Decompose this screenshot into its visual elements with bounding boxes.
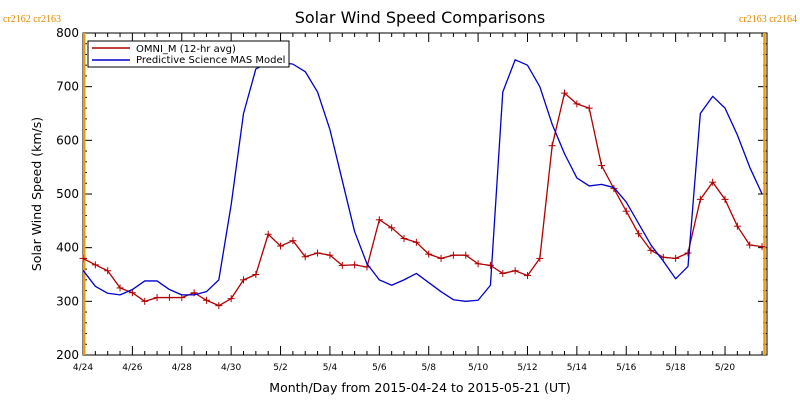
- data-point: [388, 224, 396, 232]
- data-point: [709, 178, 717, 186]
- carrington-left-label: cr2162 cr2163: [3, 14, 61, 25]
- x-tick-label: 5/16: [616, 363, 636, 373]
- data-point: [338, 261, 346, 269]
- data-point: [252, 271, 260, 278]
- data-point: [746, 241, 754, 249]
- x-tick-label: 5/8: [421, 363, 436, 373]
- x-tick-label: 5/10: [468, 363, 488, 373]
- x-axis-title: Month/Day from 2015-04-24 to 2015-05-21 …: [269, 380, 570, 395]
- carrington-lines: [82, 33, 766, 355]
- x-axis: 4/24 4/26 4/28 4/30 5/2 5/4 5/6 5/8 5/10 5/12 5/14…: [73, 33, 763, 373]
- data-point: [585, 104, 593, 112]
- chart-title: Solar Wind Speed Comparisons: [295, 8, 546, 27]
- data-point: [721, 195, 729, 203]
- legend-box: [87, 40, 290, 68]
- data-point: [684, 249, 692, 257]
- y-tick-label: 600: [56, 133, 79, 147]
- data-point: [425, 250, 433, 258]
- x-tick-label: 5/12: [517, 363, 537, 373]
- x-tick-label: 4/28: [172, 363, 192, 373]
- data-point: [647, 246, 655, 254]
- x-tick-label: 5/18: [666, 363, 686, 373]
- data-point: [635, 230, 643, 238]
- x-tick-label: 5/2: [273, 363, 287, 373]
- series-line-0: [82, 92, 763, 307]
- data-point: [561, 89, 569, 97]
- data-point: [351, 261, 359, 269]
- data-point: [240, 276, 248, 284]
- data-point: [462, 251, 470, 259]
- y-tick-label: 800: [56, 26, 79, 40]
- legend: OMNI_M (12-hr avg) Predictive Science MA…: [87, 40, 290, 68]
- data-point: [733, 222, 741, 230]
- data-point: [474, 260, 482, 268]
- data-point: [165, 294, 173, 302]
- data-point: [301, 253, 309, 261]
- data-point: [511, 267, 519, 275]
- data-point: [449, 251, 457, 259]
- y-tick-label: 300: [56, 294, 79, 308]
- x-tick-label: 4/24: [73, 363, 93, 373]
- series-layer: [79, 59, 766, 310]
- legend-label-omni: OMNI_M (12-hr avg): [136, 44, 236, 55]
- data-point: [696, 195, 704, 203]
- data-point: [672, 254, 680, 262]
- data-point: [153, 294, 161, 302]
- data-point: [116, 284, 124, 292]
- data-point: [215, 302, 223, 310]
- x-tick-label: 4/30: [221, 363, 241, 373]
- data-point: [289, 237, 297, 245]
- plot-frame: [82, 32, 768, 356]
- data-point: [141, 297, 149, 305]
- data-point: [79, 254, 87, 262]
- x-tick-label: 4/26: [122, 363, 142, 373]
- x-tick-label: 5/14: [567, 363, 587, 373]
- y-axis: 200 300 400 500 600 700 800: [56, 26, 767, 362]
- data-point: [598, 162, 606, 170]
- x-tick-label: 5/4: [323, 363, 338, 373]
- y-axis-title: Solar Wind Speed (km/s): [29, 117, 44, 271]
- data-point: [314, 249, 322, 257]
- data-point: [277, 242, 285, 250]
- data-point: [536, 254, 544, 262]
- data-point: [128, 289, 136, 297]
- data-point: [437, 254, 445, 262]
- data-point: [326, 251, 334, 259]
- x-tick-label: 5/6: [372, 363, 387, 373]
- data-point: [412, 238, 420, 246]
- data-point: [486, 261, 494, 269]
- data-point: [610, 185, 618, 193]
- legend-label-mas: Predictive Science MAS Model: [136, 55, 285, 66]
- data-point: [375, 216, 383, 224]
- data-point: [758, 243, 766, 251]
- data-point: [227, 295, 235, 303]
- data-point: [91, 261, 99, 269]
- y-tick-label: 400: [56, 241, 79, 255]
- data-point: [104, 267, 112, 275]
- data-point: [622, 207, 630, 215]
- x-tick-label: 5/20: [715, 363, 735, 373]
- data-point: [202, 296, 210, 304]
- data-point: [548, 142, 556, 150]
- y-tick-label: 200: [56, 348, 79, 362]
- data-point: [400, 235, 408, 243]
- y-tick-label: 700: [56, 80, 79, 94]
- data-point: [264, 230, 272, 238]
- data-point: [499, 269, 507, 277]
- data-point: [573, 100, 581, 108]
- y-tick-label: 500: [56, 187, 79, 201]
- series-line-1: [82, 59, 763, 302]
- data-point: [523, 272, 531, 280]
- carrington-right-label: cr2163 cr2164: [739, 14, 797, 25]
